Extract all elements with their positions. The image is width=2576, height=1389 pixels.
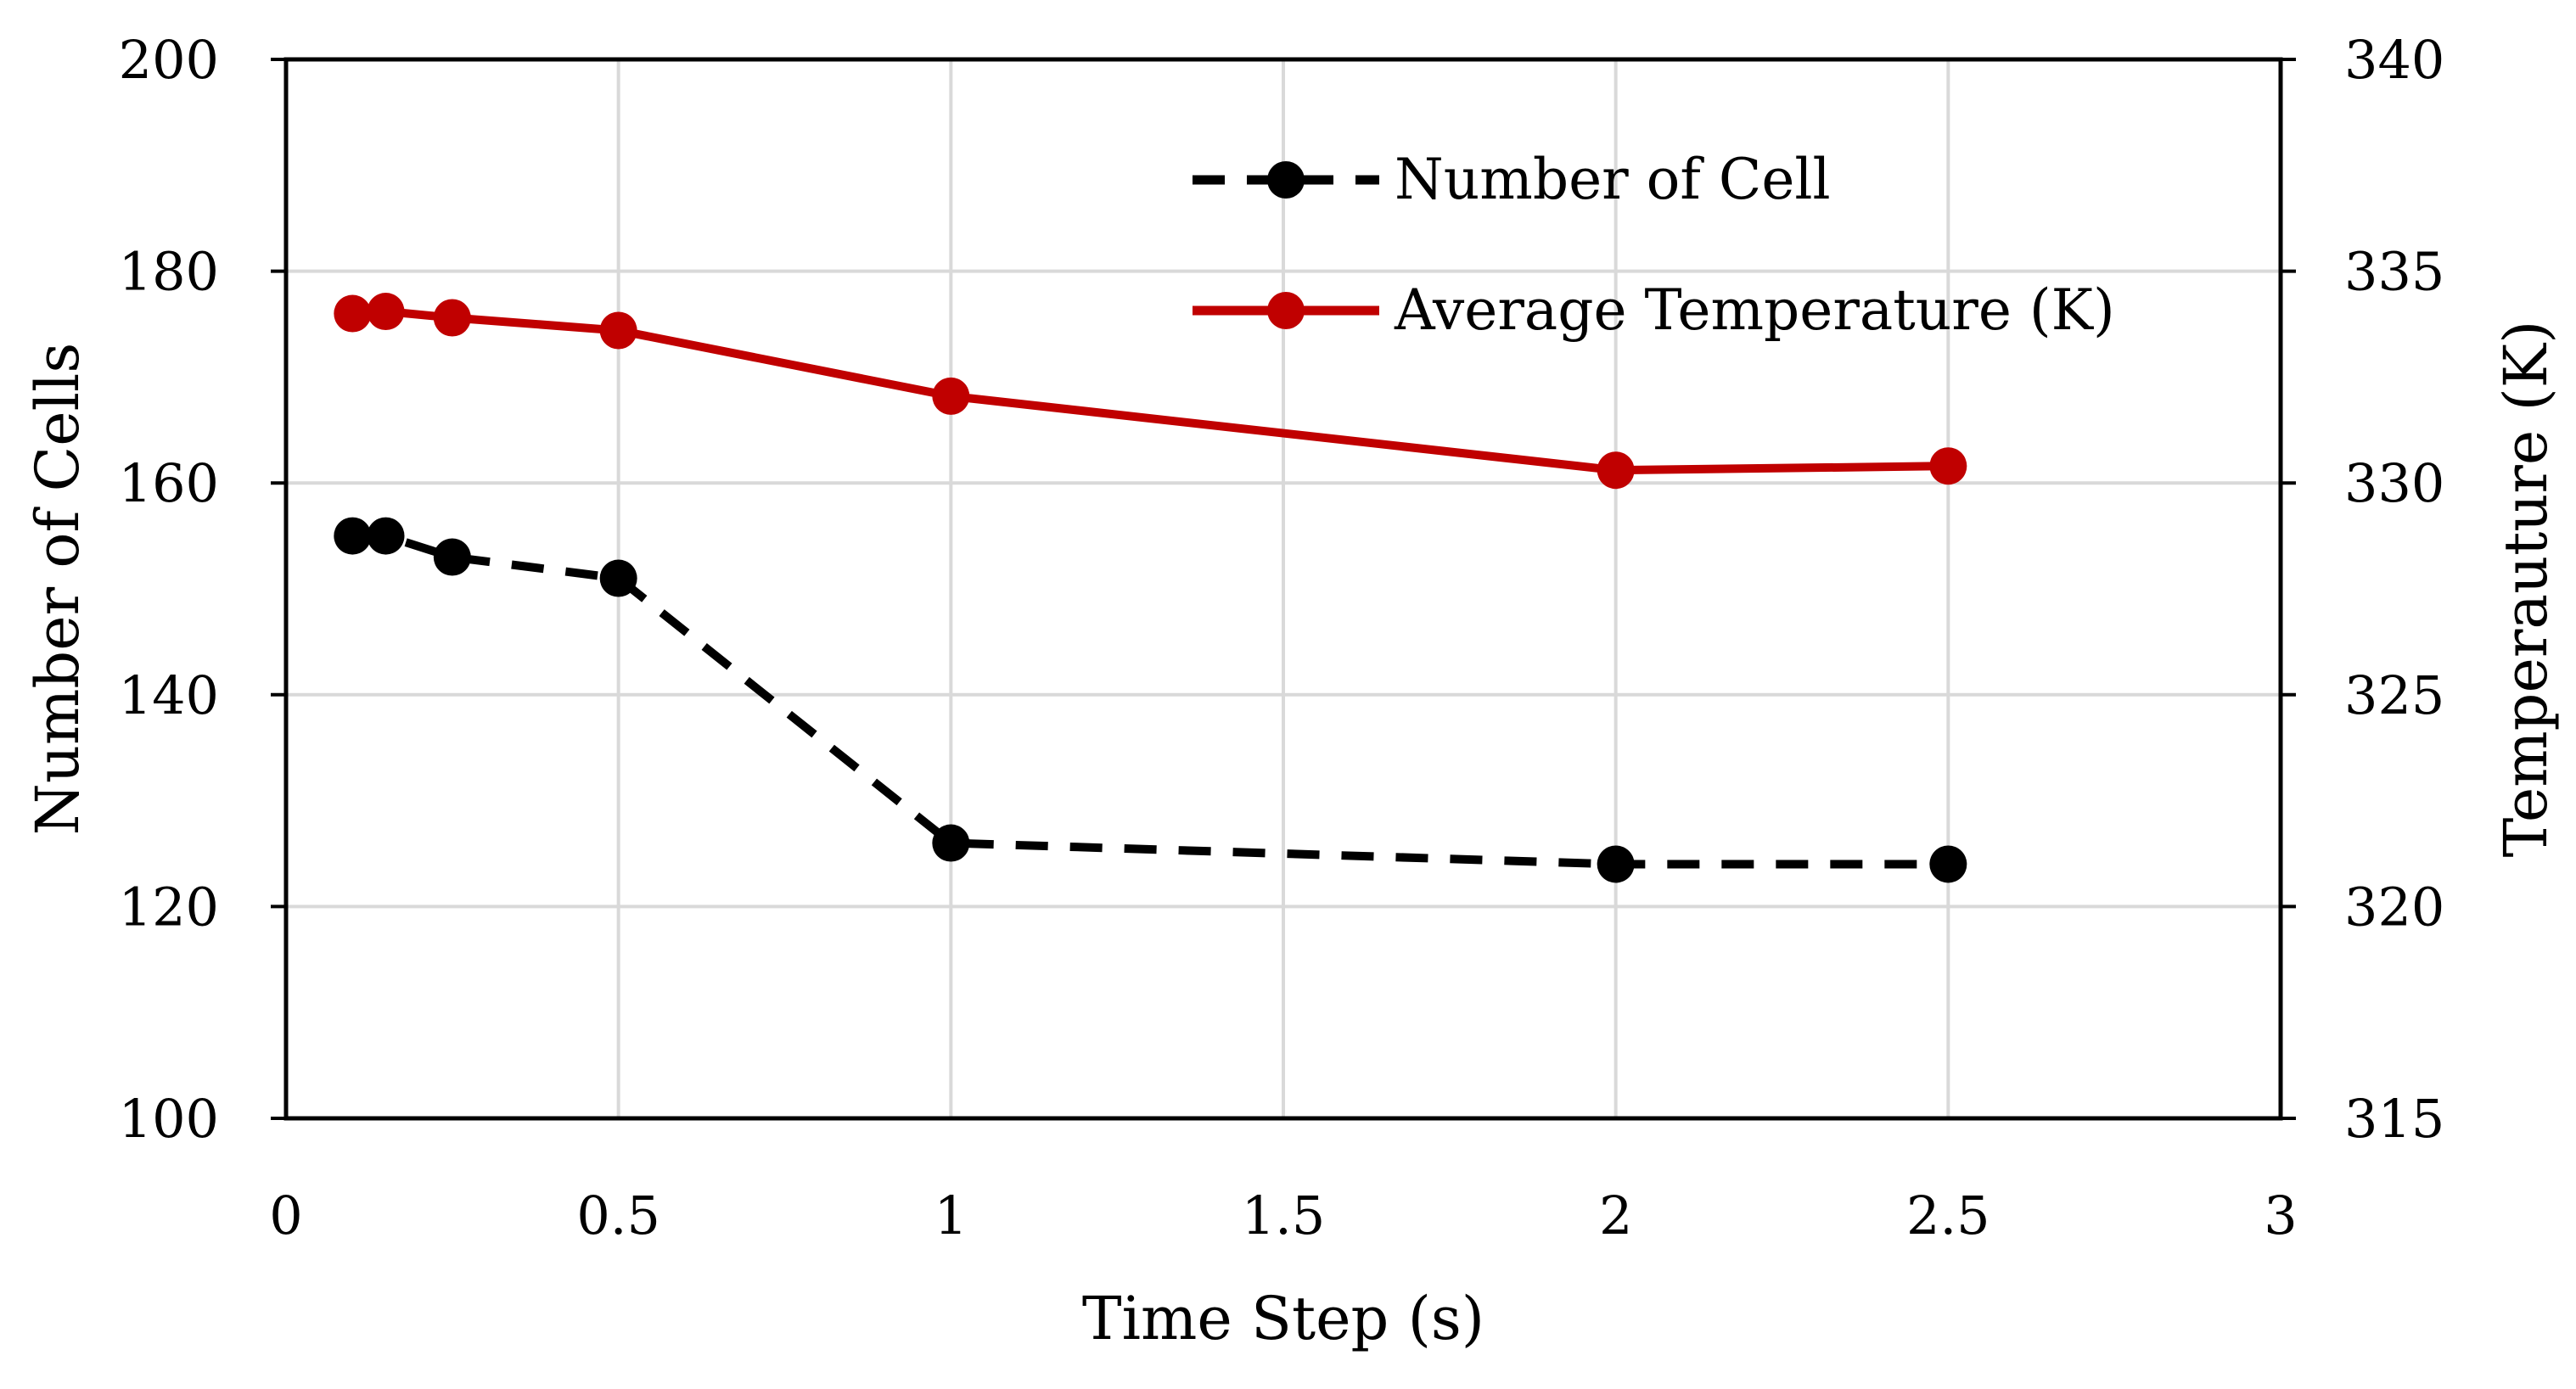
data-point-number-of-cell: [433, 538, 471, 576]
data-point-number-of-cell: [1929, 845, 1967, 883]
x-axis-label: Time Step (s): [1082, 1284, 1484, 1353]
y-tick-label: 140: [119, 664, 219, 726]
y2-tick-label: 325: [2344, 664, 2444, 726]
y-tick-label: 180: [119, 241, 219, 303]
x-tick-label: 2.5: [1906, 1185, 1990, 1246]
legend-item-number-of-cell: Number of Cell: [1193, 147, 1831, 212]
y-tick-label: 200: [119, 29, 219, 91]
data-point-average-temperature-k: [433, 299, 471, 337]
legend-marker-average-temperature: [1267, 292, 1305, 329]
plot-area-border: [283, 57, 2283, 1121]
data-point-average-temperature-k: [1929, 447, 1967, 485]
data-point-average-temperature-k: [599, 311, 637, 350]
data-point-average-temperature-k: [932, 377, 970, 415]
data-point-average-temperature-k: [367, 293, 405, 331]
series-layer: [334, 293, 1967, 883]
y-tick-label: 120: [119, 876, 219, 938]
gridlines: [286, 59, 2281, 1118]
y-tick-label: 100: [119, 1088, 219, 1150]
x-tick-label: 1.5: [1242, 1185, 1326, 1246]
data-point-number-of-cell: [932, 824, 970, 862]
y2-axis-label: Temperauture (K): [2491, 321, 2561, 858]
legend-label-average-temperature: Average Temperature (K): [1394, 277, 2115, 343]
y2-tick-label: 340: [2344, 29, 2444, 91]
x-tick-label: 1: [934, 1185, 968, 1246]
x-tick-label: 3: [2264, 1185, 2297, 1246]
y-tick-label: 160: [119, 452, 219, 514]
y2-tick-label: 320: [2344, 876, 2444, 938]
y2-tick-label: 330: [2344, 452, 2444, 514]
legend-label-number-of-cell: Number of Cell: [1395, 147, 1831, 212]
data-point-number-of-cell: [1597, 845, 1635, 883]
x-tick-label: 0.5: [576, 1185, 660, 1246]
data-point-average-temperature-k: [1597, 451, 1635, 490]
legend-marker-number-of-cell: [1267, 161, 1305, 199]
data-point-number-of-cell: [599, 559, 637, 597]
x-tick-label: 0: [269, 1185, 302, 1246]
data-point-average-temperature-k: [334, 294, 372, 333]
y2-tick-label: 335: [2344, 241, 2444, 303]
data-point-number-of-cell: [334, 517, 372, 555]
x-tick-label: 2: [1599, 1185, 1632, 1246]
y2-tick-label: 315: [2344, 1088, 2444, 1150]
legend-item-average-temperature: Average Temperature (K): [1193, 277, 2115, 343]
y-axis-label: Number of Cells: [23, 343, 93, 836]
legend: Number of Cell Average Temperature (K): [1193, 147, 2115, 343]
axis-ticks: 0 0.5 1 1.5 2 2.5 3 100 120 140 160 180 200 315 320 325…: [119, 29, 2445, 1246]
data-point-number-of-cell: [367, 517, 405, 555]
